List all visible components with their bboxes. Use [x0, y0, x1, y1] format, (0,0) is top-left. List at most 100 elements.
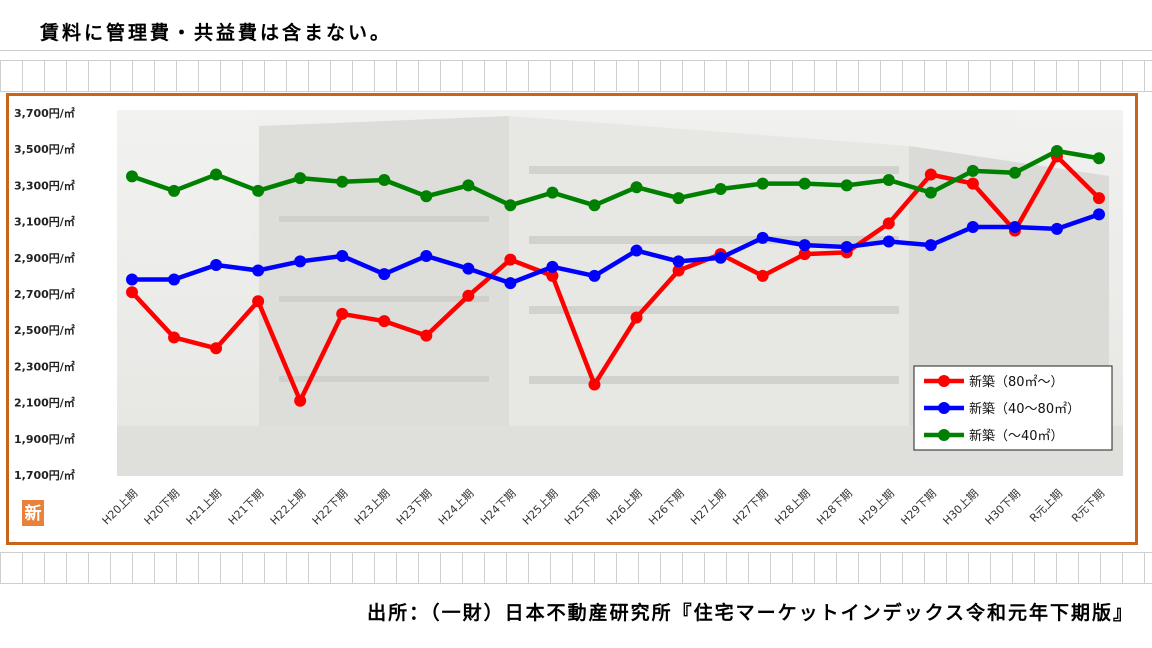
data-point: [504, 253, 517, 266]
x-tick-label: H29下期: [898, 487, 939, 528]
legend-label: 新築（80㎡～）: [969, 374, 1064, 390]
legend-label: 新築（40～80㎡）: [969, 401, 1080, 417]
x-tick-label: H29上期: [856, 487, 897, 528]
y-tick-label: 1,900円/㎡: [14, 432, 75, 446]
y-tick-label: 1,700円/㎡: [14, 468, 75, 482]
x-tick-label: H28下期: [814, 487, 855, 528]
data-point: [462, 262, 475, 275]
y-tick-label: 3,100円/㎡: [14, 215, 75, 229]
data-point: [294, 394, 307, 407]
legend-marker: [938, 429, 950, 441]
y-tick-label: 3,300円/㎡: [14, 178, 75, 192]
x-tick-label: H26上期: [604, 487, 645, 528]
data-point: [672, 255, 685, 268]
grid-strip-upper: [0, 60, 1152, 92]
x-tick-label: R元上期: [1027, 487, 1065, 525]
data-point: [252, 184, 265, 197]
x-axis: H20上期 H20下期 H21上期 H21下期 H22上期 H22下期 H23上期 H23下期…: [100, 487, 1108, 528]
x-tick-label: H27下期: [730, 487, 771, 528]
y-tick-label: 2,100円/㎡: [14, 396, 75, 410]
data-point: [546, 186, 559, 199]
x-tick-label: H21上期: [184, 487, 225, 528]
legend-marker: [938, 375, 950, 387]
legend-label: 新築（～40㎡）: [969, 428, 1064, 444]
legend: 新築（80㎡～） 新築（40～80㎡） 新築（～40㎡）: [913, 365, 1113, 451]
data-point: [1050, 222, 1063, 235]
x-tick-label: H23下期: [394, 487, 435, 528]
data-point: [420, 249, 433, 262]
data-point: [252, 264, 265, 277]
data-point: [1093, 152, 1105, 165]
data-point: [1093, 208, 1105, 221]
legend-marker: [938, 402, 950, 414]
y-tick-label: 2,300円/㎡: [14, 359, 75, 373]
x-tick-label: H22下期: [310, 487, 351, 528]
divider-top: [0, 50, 1152, 51]
data-point: [798, 239, 811, 252]
data-point: [420, 190, 433, 203]
data-point: [294, 255, 307, 268]
data-point: [252, 295, 265, 308]
data-point: [210, 168, 223, 181]
data-point: [798, 248, 811, 261]
data-point: [882, 173, 895, 186]
data-point: [882, 217, 895, 230]
data-point: [504, 277, 517, 290]
x-tick-label: H25下期: [562, 487, 603, 528]
data-point: [546, 260, 559, 273]
data-point: [798, 177, 811, 190]
data-point: [336, 249, 349, 262]
y-axis: 3,700円/㎡ 3,500円/㎡ 3,300円/㎡ 3,100円/㎡ 2,900円/㎡…: [14, 106, 75, 482]
x-tick-label: H30上期: [940, 487, 981, 528]
data-point: [378, 268, 391, 281]
data-point: [924, 168, 937, 181]
x-tick-label: H25上期: [520, 487, 561, 528]
data-point: [210, 259, 223, 272]
data-point: [630, 311, 643, 324]
x-tick-label: H23上期: [352, 487, 393, 528]
x-tick-label: H30下期: [983, 487, 1024, 528]
y-tick-label: 3,500円/㎡: [14, 142, 75, 156]
series-line: [132, 212, 1100, 286]
x-tick-label: H21下期: [226, 487, 267, 528]
data-point: [1008, 221, 1021, 234]
data-point: [924, 186, 937, 199]
data-point: [756, 177, 769, 190]
x-tick-label: H20下期: [142, 487, 183, 528]
data-point: [210, 342, 223, 355]
data-point: [588, 269, 601, 282]
data-point: [126, 170, 138, 183]
data-point: [588, 378, 601, 391]
series-layer: [126, 145, 1105, 407]
x-tick-label: H24下期: [478, 487, 519, 528]
chart-frame: 3,700円/㎡ 3,500円/㎡ 3,300円/㎡ 3,100円/㎡ 2,900円/㎡…: [6, 93, 1138, 545]
data-point: [504, 199, 517, 212]
data-point: [714, 183, 727, 196]
x-tick-label: H24上期: [436, 487, 477, 528]
data-point: [966, 221, 979, 234]
data-point: [630, 181, 643, 194]
data-point: [168, 273, 181, 286]
data-point: [336, 307, 349, 320]
data-point: [1093, 192, 1105, 205]
x-tick-label: H20上期: [100, 487, 141, 528]
data-point: [756, 269, 769, 282]
data-point: [420, 329, 433, 342]
data-point: [966, 177, 979, 190]
rent-note: 賃料に管理費・共益費は含まない。: [40, 22, 393, 44]
data-point: [126, 273, 138, 286]
data-point: [672, 264, 685, 277]
data-point: [378, 173, 391, 186]
badge-text: 新: [25, 503, 42, 524]
series-line: [130, 154, 1101, 404]
data-point: [378, 315, 391, 328]
data-point: [588, 199, 601, 212]
grid-strip-lower: [0, 552, 1152, 584]
y-tick-label: 2,900円/㎡: [14, 251, 75, 265]
data-point: [840, 240, 853, 253]
data-point: [924, 239, 937, 252]
data-point: [168, 331, 181, 344]
y-tick-label: 2,500円/㎡: [14, 323, 75, 337]
data-point: [756, 231, 769, 244]
x-tick-label: R元下期: [1069, 487, 1107, 525]
